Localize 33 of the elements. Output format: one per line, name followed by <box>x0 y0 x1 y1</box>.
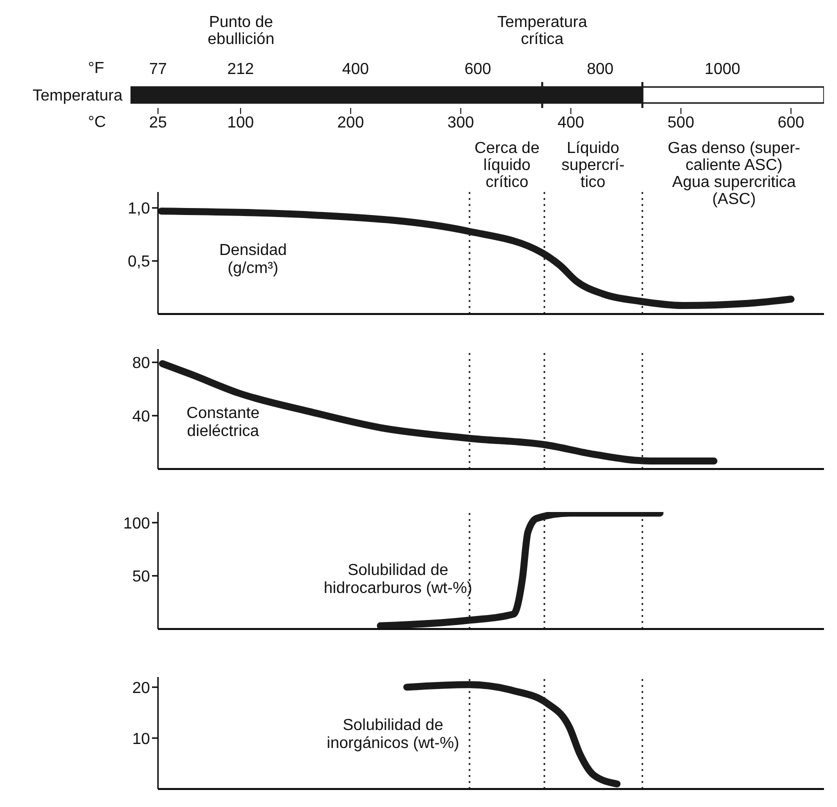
y-axis-title: Constante dieléctrica <box>186 405 260 440</box>
y-tick-label: 40 <box>132 408 150 426</box>
x2-tick-label: 1000 <box>704 61 740 78</box>
y-axis-title: Solubilidad de inorgánicos (wt-%) <box>326 717 460 752</box>
x2-tick-label: 212 <box>227 61 254 78</box>
text: Líquido supercrí- tico <box>561 140 625 191</box>
annotation: Gas denso (super- caliente ASC) Agua supercritica (ASC) <box>668 140 800 208</box>
y-tick-label: 20 <box>132 680 150 697</box>
x-tick-label: 500 <box>668 114 694 132</box>
y-tick-label: 0,5 <box>128 254 150 271</box>
x-tick-label: 200 <box>337 114 364 132</box>
x2-tick-label: 800 <box>586 61 614 78</box>
y-tick-label: 10 <box>132 730 150 748</box>
y-tick-label: 80 <box>132 355 150 372</box>
x-tick-label: 25 <box>149 114 167 132</box>
y-axis-title: Solubilidad de hidrocarburos (wt-%) <box>324 562 472 597</box>
x2-tick-label: 77 <box>149 61 167 78</box>
x2-tick-label: 600 <box>464 61 492 78</box>
x-tick-label: 300 <box>447 114 474 132</box>
x-tick-label: 600 <box>778 114 804 132</box>
y-tick-label: 50 <box>132 568 150 586</box>
category-label: Temperatura <box>32 88 122 105</box>
y-tick-label: 100 <box>123 515 150 532</box>
x-tick-label: 400 <box>557 114 584 132</box>
text: crítica <box>520 31 564 48</box>
x-axis-title: °C <box>88 114 106 131</box>
text: Cerca de líquido crítico <box>474 140 540 191</box>
y-tick-label: 1,0 <box>128 200 150 218</box>
x2-axis-title: °F <box>88 60 104 77</box>
annotation: Punto de ebullición <box>208 14 274 48</box>
x2-tick-label: 400 <box>342 61 369 78</box>
x-tick-label: 100 <box>227 114 254 132</box>
y-axis-title: Densidad (g/cm³) <box>219 242 287 277</box>
